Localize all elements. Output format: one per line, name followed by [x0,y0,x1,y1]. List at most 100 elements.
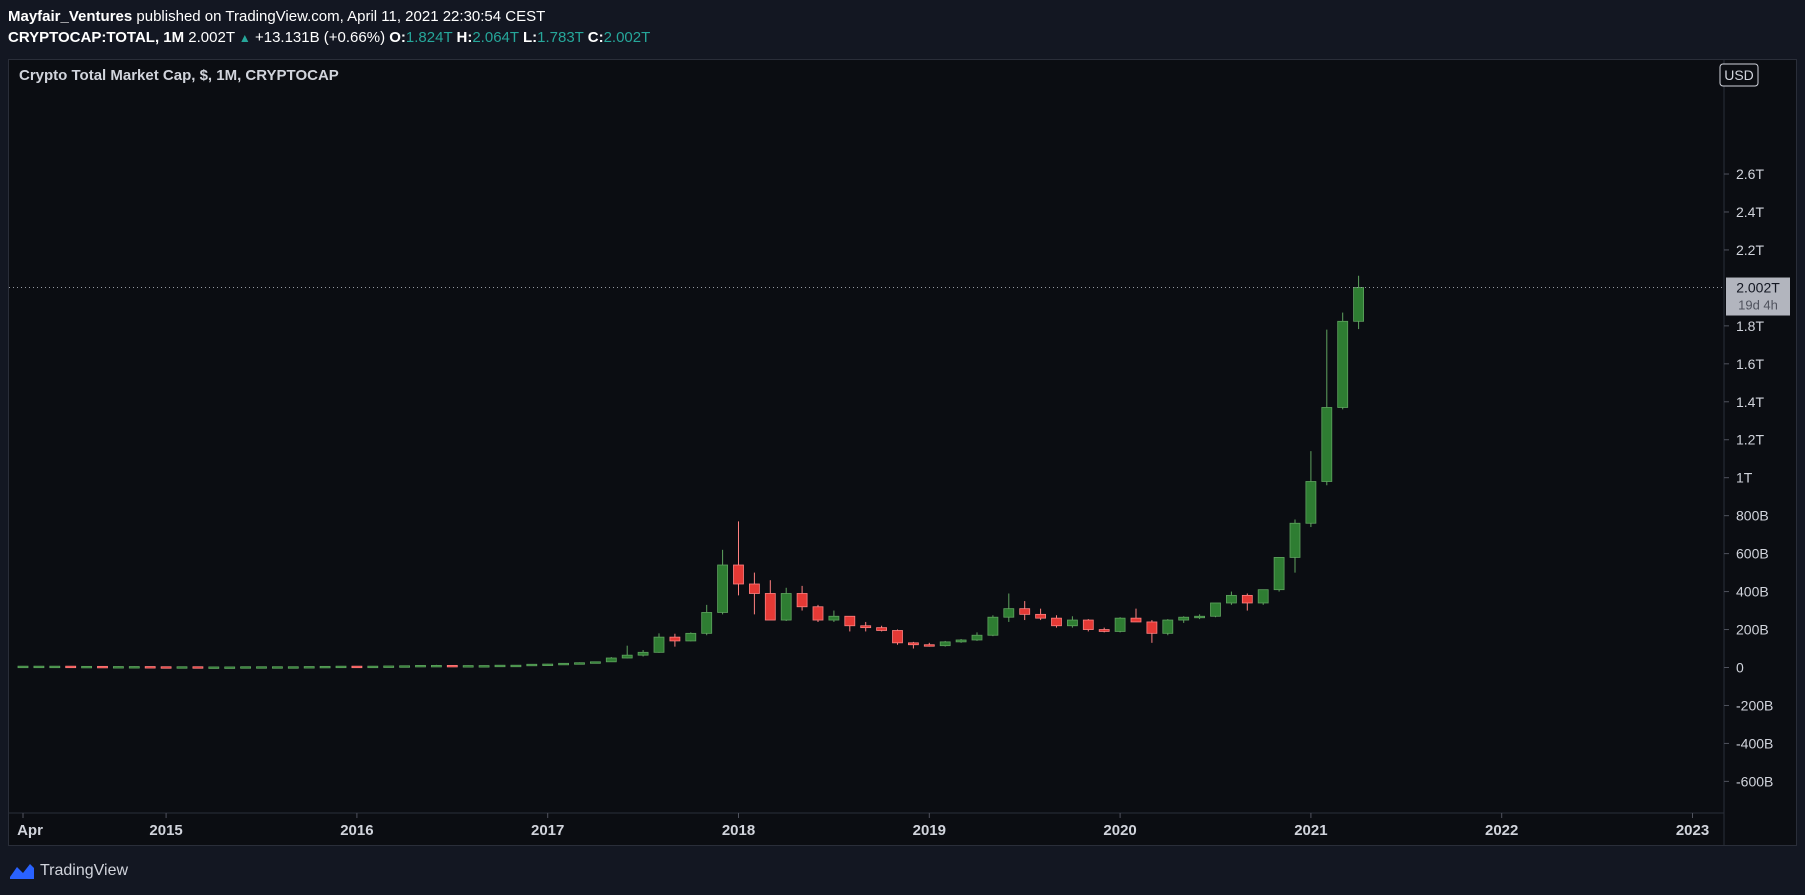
candle-body [987,616,999,636]
candle-body [558,662,569,666]
candle [160,666,172,669]
candle [33,665,45,669]
candle [335,665,347,669]
candle [590,661,601,664]
candle-body [81,665,92,669]
candle-body [510,664,522,668]
open-value: 1.824T [405,29,453,46]
author-name[interactable]: Mayfair_Ventures [8,8,133,25]
candle [1098,627,1110,633]
candle [1019,601,1031,621]
candle-body [1019,608,1031,615]
x-tick-label: Apr [17,822,43,839]
candle [987,615,999,637]
x-tick-label: 2020 [1103,822,1136,839]
candle-body [399,665,411,668]
candle-body [1130,617,1142,623]
candle-body [240,666,252,669]
candle-body [1146,621,1158,634]
y-tick-label: 200B [1736,622,1769,638]
candle [176,666,188,669]
currency-badge[interactable] [1719,63,1759,87]
candle-body [764,593,776,621]
candle-body [1305,481,1317,524]
high-value: 2.064T [472,29,519,46]
candle [733,521,744,596]
candle-body [367,665,379,669]
candle-body [1003,608,1015,618]
candle-body [669,636,681,642]
candle-body [1098,629,1110,632]
candle-body [1162,619,1174,634]
candle-body [1194,615,1205,619]
candle-body [1353,287,1364,322]
candle-body [621,654,633,659]
footer-branding[interactable]: TradingView [8,861,128,881]
candle [383,665,395,668]
candle [749,572,760,615]
candle-body [955,639,967,643]
y-tick-label: -600B [1736,773,1773,789]
candle [1289,519,1301,573]
candle [542,663,554,666]
candle [892,629,903,645]
countdown-label: 19d 4h [1738,298,1778,313]
candle-body [192,666,204,669]
candle [192,666,204,669]
y-tick-label: -400B [1736,735,1773,751]
chart-frame[interactable] [8,59,1797,846]
candle [574,662,585,665]
candle [1146,620,1158,643]
candle [1210,602,1221,618]
price-change: +13.131B (+0.66%) [254,29,386,46]
candle [605,657,617,663]
candle [701,604,713,636]
x-tick-label: 2021 [1294,822,1327,839]
candle-body [160,666,172,669]
candle [1194,614,1205,620]
candle [17,665,29,669]
candle [653,633,665,653]
low-value: 1.783T [537,29,584,46]
candle [367,665,379,669]
symbol-label: CRYPTOCAP:TOTAL, 1M [8,29,185,46]
candle-body [971,634,983,641]
candle-body [176,666,188,669]
candle-body [923,644,935,647]
candle-body [876,627,887,631]
candle-body [828,615,840,621]
candle [240,666,252,669]
x-tick-label: 2016 [340,822,373,839]
candle [1003,593,1015,622]
candle-body [144,666,156,669]
y-tick-label: 400B [1736,584,1769,600]
candle [526,663,538,667]
candle-body [1082,619,1094,630]
ohlc-line: CRYPTOCAP:TOTAL, 1M 2.002T ▲ +13.131B (+… [8,27,650,49]
y-tick-label: 2.4T [1736,204,1764,220]
last-price-tag: 2.002T 19d 4h [1726,277,1790,316]
candle-body [351,665,363,669]
candle-body [526,663,538,667]
y-tick-label: 1.6T [1736,356,1764,372]
candle-body [733,564,744,585]
y-tick-label: 1.2T [1736,432,1764,448]
x-tick-label: 2015 [149,822,182,839]
candle-body [303,666,315,669]
candle-body [1051,617,1062,627]
candle [430,664,442,668]
candle [65,665,77,669]
candle-body [1257,589,1269,604]
candle [97,665,108,669]
candle-body [49,665,61,669]
candle [685,632,697,642]
candle [144,666,156,669]
candle [1305,451,1317,528]
candle [876,625,887,632]
candle [1241,593,1253,611]
last-price-label: 2.002T [1736,280,1780,296]
currency-label: USD [1724,67,1754,83]
candle [860,621,872,632]
candle-body [1337,320,1349,408]
